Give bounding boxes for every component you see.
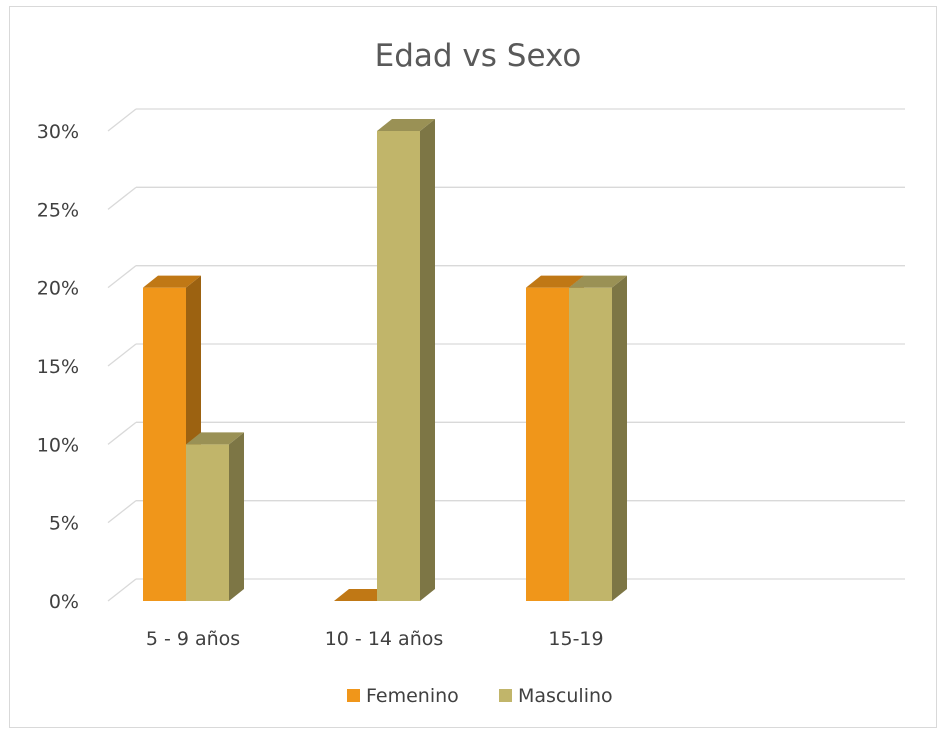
- gridline: [107, 108, 905, 132]
- legend-swatch: [347, 689, 360, 702]
- x-axis-ticks: 5 - 9 años 10 - 14 años 15-19: [146, 628, 604, 650]
- grid-layer: [107, 108, 905, 602]
- legend-item: Femenino: [347, 685, 459, 707]
- x-tick-label: 10 - 14 años: [325, 628, 444, 650]
- y-tick-label: 15%: [37, 356, 79, 378]
- gridline: [107, 578, 905, 602]
- gridline: [107, 500, 905, 524]
- gridline: [107, 265, 905, 289]
- bars: [143, 119, 627, 601]
- y-axis-ticks: 0% 5% 10% 15% 20% 25% 30%: [37, 121, 79, 613]
- y-tick-label: 25%: [37, 199, 79, 221]
- x-tick-label: 15-19: [548, 628, 603, 650]
- chart-title: Edad vs Sexo: [375, 38, 582, 74]
- gridline: [107, 421, 905, 445]
- bar: [186, 432, 244, 601]
- legend-label: Femenino: [366, 685, 459, 707]
- bar: [569, 275, 627, 601]
- y-tick-label: 5%: [49, 513, 79, 535]
- legend-swatch: [499, 689, 512, 702]
- x-tick-label: 5 - 9 años: [146, 628, 240, 650]
- y-tick-label: 10%: [37, 434, 79, 456]
- y-tick-label: 20%: [37, 278, 79, 300]
- y-tick-label: 0%: [49, 591, 79, 613]
- gridline: [107, 343, 905, 367]
- y-tick-label: 30%: [37, 121, 79, 143]
- legend-item: Masculino: [499, 685, 613, 707]
- legend-label: Masculino: [518, 685, 613, 707]
- gridline: [107, 186, 905, 210]
- bar: [377, 119, 435, 601]
- legend: Femenino Masculino: [347, 685, 613, 707]
